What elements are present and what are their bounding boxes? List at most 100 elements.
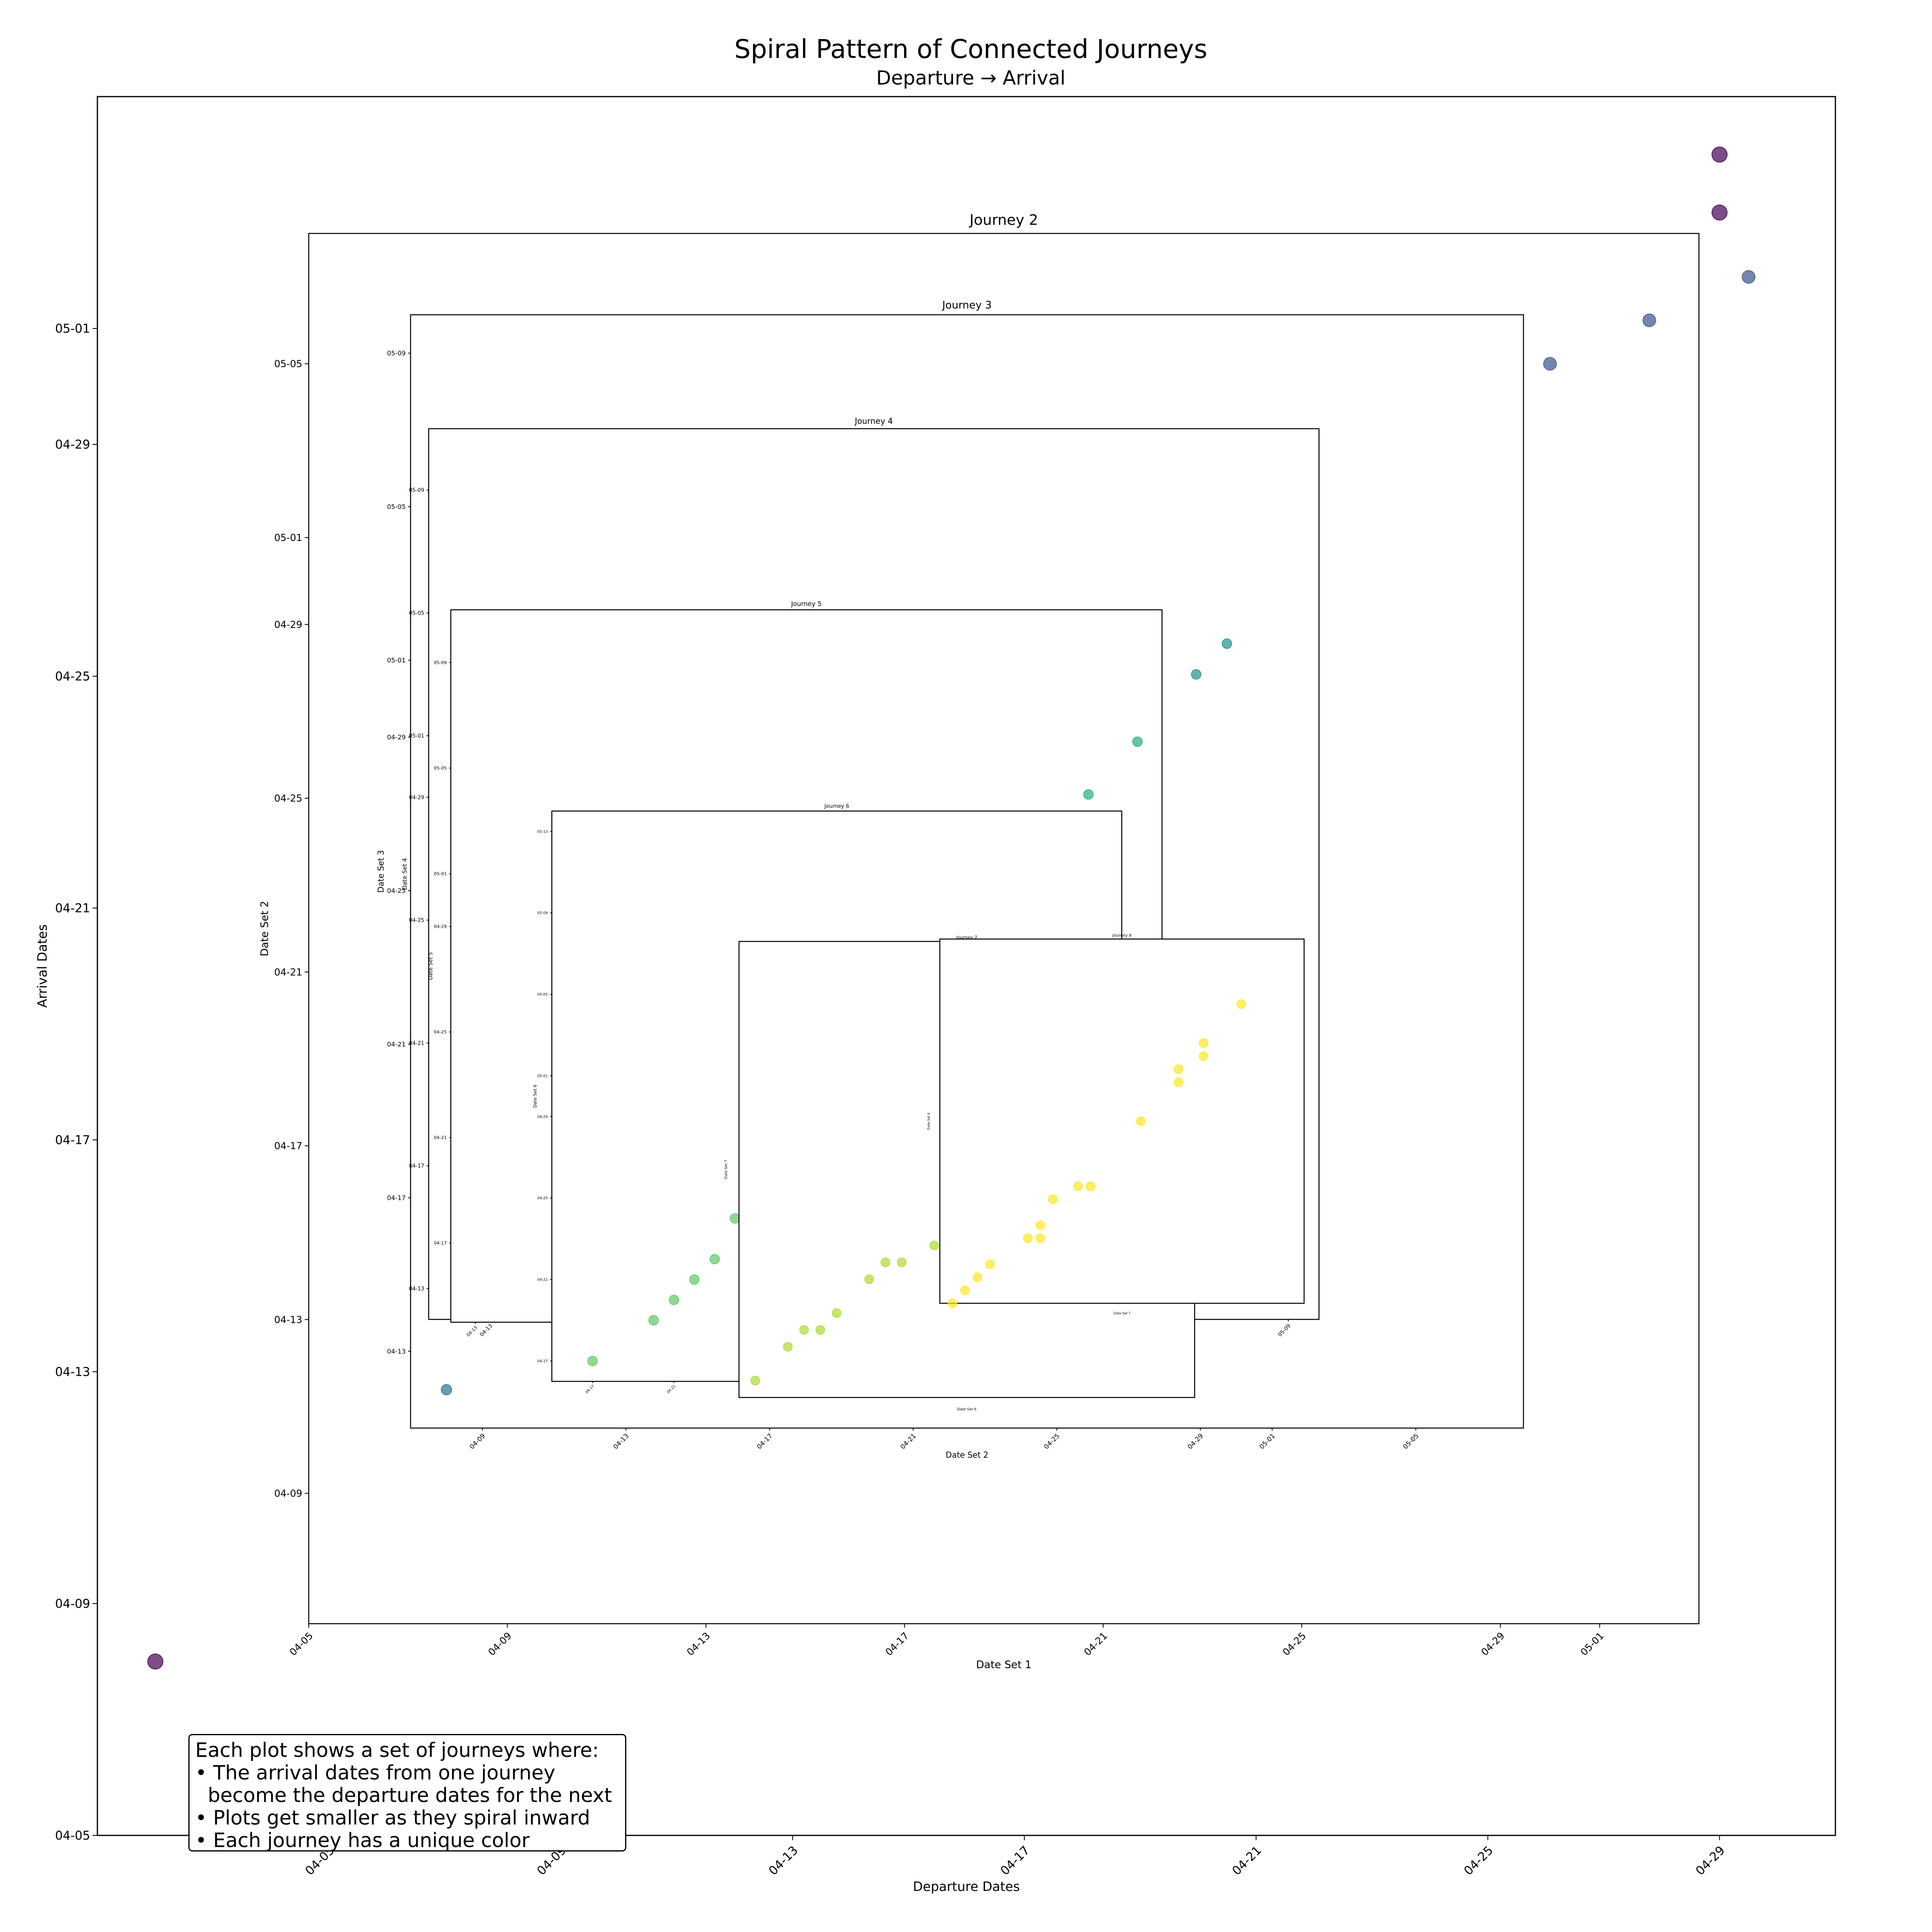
figure-subtitle: Departure → Arrival — [876, 67, 1065, 89]
data-point — [881, 1257, 890, 1267]
y-tick-label: 04-29 — [274, 619, 302, 630]
y-tick-label: 04-21 — [387, 1040, 406, 1048]
data-point — [648, 1315, 659, 1325]
y-tick-label: 04-29 — [434, 924, 447, 929]
data-point — [972, 1272, 983, 1282]
y-tick-label: 05-05 — [537, 993, 548, 997]
y-tick-label: 04-25 — [55, 670, 90, 684]
data-point — [783, 1342, 793, 1352]
data-point — [689, 1274, 700, 1285]
y-tick-label: 04-25 — [274, 793, 302, 804]
data-point — [1711, 147, 1728, 163]
explanation-note: Each plot shows a set of journeys where:… — [188, 1734, 626, 1852]
y-axis-label: Date Set 3 — [376, 850, 386, 893]
data-point — [1048, 1194, 1058, 1204]
y-axis-label: Date Set 8 — [927, 1113, 931, 1129]
x-tick-label: 04-25 — [1461, 1843, 1496, 1878]
y-tick-label: 04-29 — [537, 1115, 548, 1119]
y-tick-label: 05-01 — [537, 1074, 548, 1078]
y-tick-label: 04-17 — [434, 1241, 447, 1246]
data-point — [1174, 1064, 1183, 1074]
data-point — [750, 1376, 760, 1385]
data-point — [730, 1213, 740, 1224]
x-axis-label: Date Set 6 — [957, 1408, 976, 1412]
x-tick-label: 04-21 — [1230, 1843, 1264, 1878]
y-tick-label: 04-21 — [537, 1278, 548, 1282]
y-tick-label: 05-05 — [434, 766, 447, 771]
data-point — [1642, 314, 1656, 327]
y-axis-label: Date Set 6 — [533, 1084, 538, 1108]
y-tick-label: 05-01 — [274, 532, 302, 543]
data-point — [1086, 1181, 1096, 1191]
data-point — [587, 1356, 598, 1366]
note-line: • Plots get smaller as they spiral inwar… — [195, 1806, 590, 1829]
y-tick-label: 05-09 — [387, 349, 406, 357]
note-line: become the departure dates for the next — [195, 1784, 612, 1807]
x-axis-label: Date Set 1 — [976, 1659, 1032, 1671]
data-point — [669, 1294, 679, 1305]
data-point — [947, 1298, 957, 1308]
y-tick-label: 04-17 — [274, 1140, 302, 1152]
plot-area — [939, 938, 1305, 1304]
data-point — [864, 1274, 874, 1284]
data-point — [799, 1325, 809, 1335]
data-point — [1132, 737, 1143, 747]
y-tick-label: 05-01 — [434, 871, 447, 876]
x-axis-label: Departure Dates — [913, 1879, 1020, 1894]
y-axis-label: Date Set 7 — [724, 1160, 729, 1179]
data-point — [897, 1257, 907, 1267]
y-tick-label: 05-09 — [409, 487, 424, 493]
y-tick-label: 04-25 — [387, 887, 406, 894]
data-point — [1742, 270, 1756, 284]
x-tick-label: 04-13 — [766, 1843, 801, 1878]
panel-title: Journey 3 — [941, 299, 992, 311]
y-tick-label: 04-25 — [537, 1197, 548, 1201]
x-axis-label: Date Set 2 — [945, 1450, 988, 1460]
y-tick-label: 05-01 — [55, 322, 90, 336]
note-line: • The arrival dates from one journey — [195, 1761, 555, 1784]
y-tick-label: 05-01 — [409, 733, 424, 739]
y-axis-label: Arrival Dates — [35, 924, 50, 1007]
y-tick-label: 04-17 — [55, 1133, 90, 1148]
y-tick-label: 04-09 — [274, 1488, 302, 1499]
panel-title: Journey 6 — [824, 803, 849, 809]
y-tick-label: 04-21 — [434, 1135, 447, 1140]
x-tick-label: 04-17 — [998, 1843, 1032, 1878]
y-tick-label: 04-21 — [409, 1040, 424, 1046]
x-axis-label: Date Set 7 — [1113, 1312, 1130, 1315]
y-tick-label: 04-29 — [55, 438, 90, 452]
data-point — [1083, 789, 1094, 800]
data-point — [1174, 1077, 1183, 1087]
y-tick-label: 05-05 — [387, 503, 406, 510]
figure-title: Spiral Pattern of Connected Journeys — [734, 35, 1207, 64]
y-tick-label: 04-13 — [387, 1348, 406, 1355]
y-tick-label: 04-05 — [55, 1829, 90, 1843]
y-tick-label: 04-29 — [409, 795, 424, 801]
y-tick-label: 04-21 — [55, 902, 90, 916]
panel-title: Journey 2 — [969, 212, 1038, 228]
data-point — [1136, 1116, 1146, 1126]
y-tick-label: 04-13 — [274, 1314, 302, 1325]
data-point — [1222, 638, 1232, 649]
y-tick-label: 05-05 — [274, 358, 302, 369]
journey-panel-8: Journey 8 Date Set 7 Date Set 8 — [927, 933, 1305, 1315]
note-line: Each plot shows a set of journeys where: — [195, 1739, 599, 1762]
y-axis-label: Date Set 4 — [401, 858, 408, 890]
panel-title: Journey 5 — [791, 600, 822, 607]
data-point — [709, 1254, 720, 1265]
journey-panels: 04-05 04-09 04-13 04-17 04-21 04-25 04-2904-05… — [35, 96, 1836, 1894]
note-line: • Each journey has a unique color — [195, 1829, 530, 1852]
panel-title: Journey 4 — [854, 416, 893, 426]
data-point — [815, 1325, 825, 1335]
y-tick-label: 04-29 — [387, 733, 406, 741]
y-tick-label: 04-25 — [434, 1030, 447, 1035]
y-tick-label: 04-09 — [55, 1597, 90, 1611]
y-tick-label: 05-13 — [537, 830, 548, 834]
panel-title: Journey 8 — [1112, 933, 1131, 938]
data-point — [985, 1259, 995, 1269]
data-point — [960, 1285, 970, 1295]
y-tick-label: 04-25 — [409, 918, 424, 924]
y-tick-label: 05-09 — [434, 660, 447, 665]
data-point — [1191, 669, 1201, 680]
